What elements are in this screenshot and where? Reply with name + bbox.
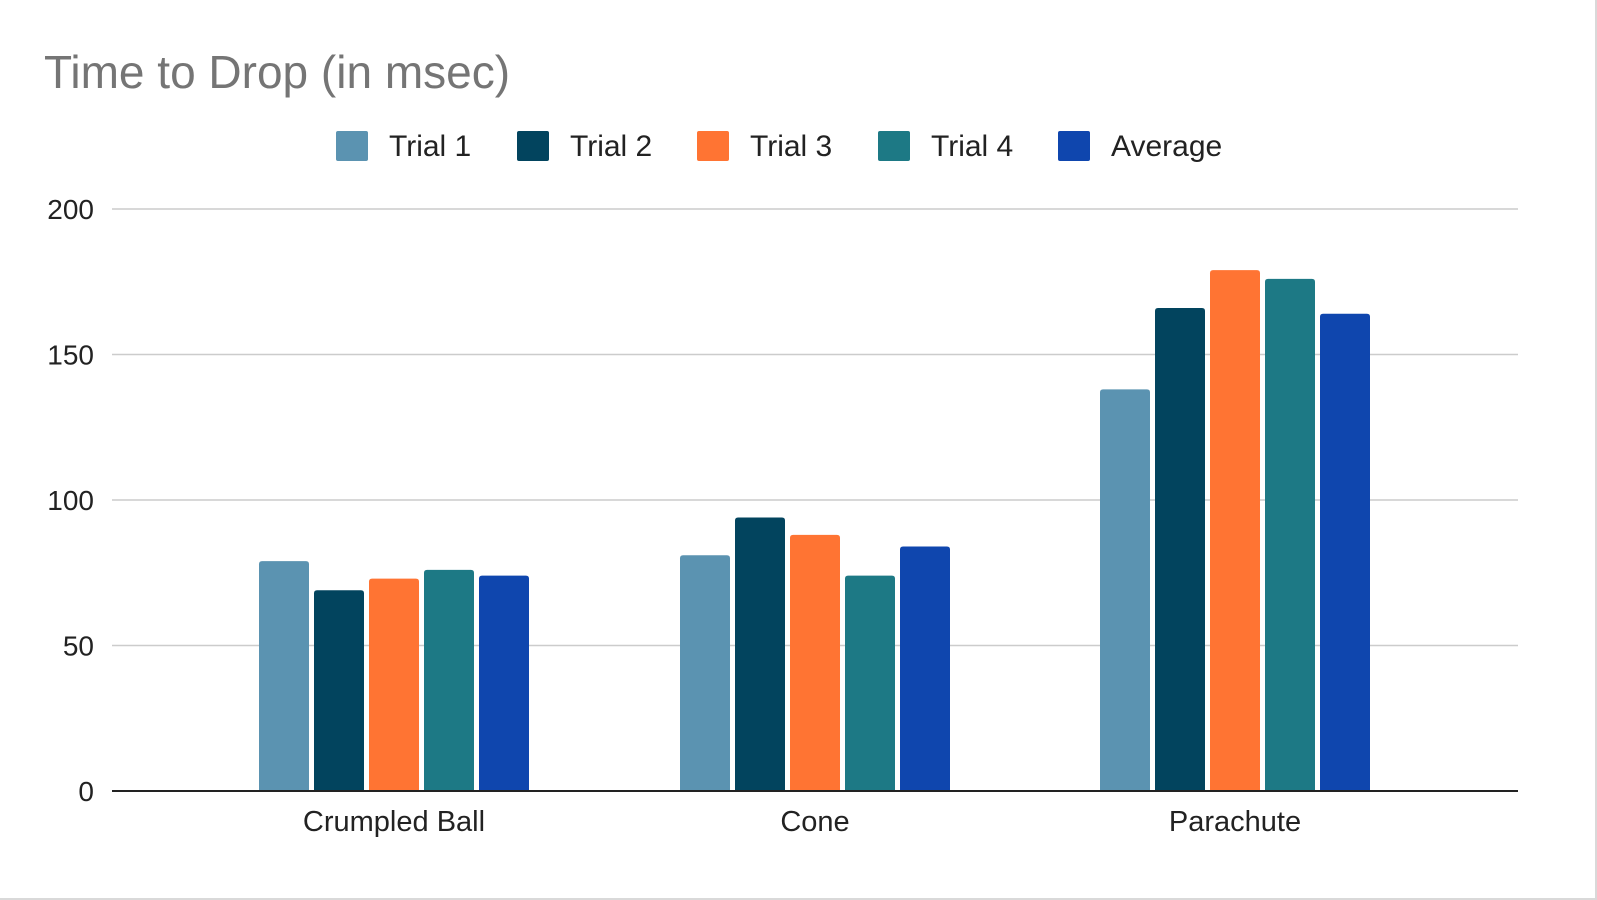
y-tick-label: 0: [78, 776, 94, 807]
bars: [112, 270, 1518, 792]
legend-label: Trial 1: [389, 130, 471, 163]
legend-swatch: [878, 131, 910, 161]
legend-swatch: [697, 131, 729, 161]
chart-title: Time to Drop (in msec): [44, 46, 510, 98]
y-tick-label: 200: [47, 194, 94, 225]
bar: [845, 575, 895, 791]
bar: [1210, 270, 1260, 791]
bar: [424, 569, 474, 791]
x-category-label: Cone: [780, 806, 849, 838]
y-tick-label: 150: [47, 340, 94, 371]
legend-label: Trial 2: [570, 130, 652, 163]
x-category-label: Crumpled Ball: [303, 806, 485, 838]
bar: [314, 590, 364, 791]
bar: [1100, 389, 1150, 791]
legend-swatch: [1058, 131, 1090, 161]
legend-swatch: [517, 131, 549, 161]
bar: [369, 578, 419, 791]
bar: [680, 555, 730, 791]
legend-label: Average: [1111, 130, 1222, 163]
bar: [1265, 278, 1315, 792]
bar: [900, 546, 950, 791]
x-category-label: Parachute: [1169, 806, 1301, 838]
legend-swatch: [336, 131, 368, 161]
bar: [790, 534, 840, 791]
bar: [1320, 313, 1370, 791]
legend: Trial 1 Trial 2 Trial 3 Trial 4 Average: [336, 130, 1222, 163]
y-tick-label: 100: [47, 485, 94, 516]
bar: [259, 561, 309, 791]
x-axis-categories: Crumpled Ball Cone Parachute: [303, 806, 1301, 838]
y-tick-label: 50: [63, 631, 94, 662]
bar: [479, 575, 529, 791]
bar: [735, 517, 785, 791]
legend-label: Trial 4: [931, 130, 1013, 163]
legend-label: Trial 3: [750, 130, 832, 163]
bar: [1155, 307, 1205, 791]
y-axis-ticks: 0 50 100 150 200: [47, 194, 94, 807]
